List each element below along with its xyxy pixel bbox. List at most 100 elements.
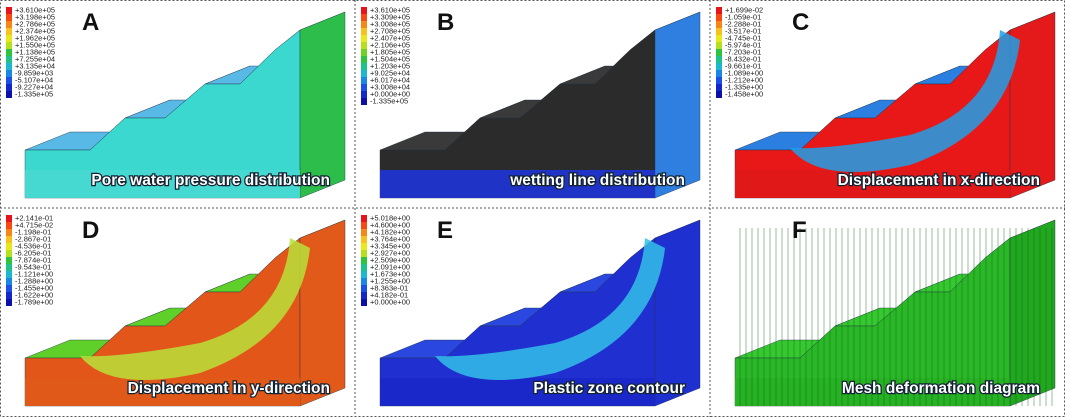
- legend-swatch: [361, 250, 367, 257]
- legend-label: -1.089e+00: [725, 68, 763, 77]
- legend-swatch: [361, 278, 367, 285]
- legend-label: +3.008e+05: [370, 19, 410, 28]
- legend-swatch: [6, 243, 12, 250]
- legend-swatch: [6, 77, 12, 84]
- panel-caption: Mesh deformation diagram: [842, 380, 1040, 397]
- legend-swatch: [6, 14, 12, 21]
- legend-label: -1.455e+00: [15, 283, 53, 292]
- legend-swatch: [361, 14, 367, 21]
- legend-swatch: [6, 250, 12, 257]
- panel-letter: A: [82, 9, 99, 36]
- panel-caption: Displacement in y-direction: [128, 380, 330, 397]
- legend-swatch: [361, 222, 367, 229]
- legend-swatch: [716, 49, 722, 56]
- legend-swatch: [361, 56, 367, 63]
- legend-label: -9.227e+04: [15, 82, 53, 91]
- legend-swatch: [361, 63, 367, 70]
- legend-label: -3.517e-01: [725, 26, 761, 35]
- legend-label: -1.212e+00: [725, 75, 763, 84]
- legend-swatch: [6, 285, 12, 292]
- legend-swatch: [361, 42, 367, 49]
- legend-label: +3.135e+04: [15, 61, 55, 70]
- legend-label: +1.550e+05: [15, 40, 55, 49]
- slope-base: [735, 170, 1010, 198]
- slope-right-face: [654, 219, 701, 407]
- legend-label: +1.805e+05: [370, 47, 410, 56]
- legend-swatch: [6, 215, 12, 222]
- slope-right-face: [1009, 11, 1056, 199]
- legend-label: +3.309e+05: [370, 12, 410, 21]
- legend-label: -7.874e-01: [15, 255, 51, 264]
- contour-zone: [80, 238, 310, 381]
- legend-swatch: [6, 222, 12, 229]
- legend-swatch: [361, 70, 367, 77]
- legend-swatch: [361, 271, 367, 278]
- slope-base: [380, 378, 655, 406]
- legend-swatch: [716, 84, 722, 91]
- legend-swatch: [361, 21, 367, 28]
- legend-label: +1.203e+05: [370, 61, 410, 70]
- legend-swatch: [6, 278, 12, 285]
- legend-label: -5.974e-01: [725, 40, 761, 49]
- legend-swatch: [6, 229, 12, 236]
- legend-swatch: [361, 7, 367, 14]
- legend-label: -8.432e-01: [725, 54, 761, 63]
- legend-swatch: [6, 42, 12, 49]
- legend-swatch: [716, 42, 722, 49]
- legend-swatch: [361, 77, 367, 84]
- legend-label: -1.335e+05: [15, 89, 53, 98]
- panel-letter: B: [437, 9, 454, 36]
- legend-label: +2.091e+00: [370, 262, 410, 271]
- legend-label: -4.536e-01: [15, 241, 51, 250]
- legend-label: -2.288e-01: [725, 19, 761, 28]
- legend-swatch: [6, 7, 12, 14]
- legend-label: -5.107e+04: [15, 75, 53, 84]
- legend-swatch: [361, 229, 367, 236]
- legend-label: -4.745e-01: [725, 33, 761, 42]
- legend-label: -1.789e+00: [15, 297, 53, 306]
- legend-label: -1.335e+05: [370, 96, 408, 105]
- slope-right-face: [654, 11, 701, 199]
- slope-base: [735, 378, 1010, 406]
- legend-swatch: [361, 236, 367, 243]
- panel-letter: F: [792, 217, 807, 244]
- legend-swatch: [361, 98, 367, 105]
- legend-label: +1.673e+00: [370, 269, 410, 278]
- legend-label: +5.018e+00: [370, 213, 410, 222]
- legend-label: +1.138e+05: [15, 47, 55, 56]
- legend-label: +0.000e+00: [370, 297, 410, 306]
- legend-swatch: [361, 28, 367, 35]
- legend-swatch: [6, 63, 12, 70]
- legend-swatch: [361, 264, 367, 271]
- legend-swatch: [6, 28, 12, 35]
- legend-label: -9.859e+03: [15, 68, 53, 77]
- legend-swatch: [716, 63, 722, 70]
- legend-swatch: [6, 21, 12, 28]
- legend-label: +2.407e+05: [370, 33, 410, 42]
- legend-label: +1.699e-02: [725, 5, 763, 14]
- legend-label: +8.363e-01: [370, 283, 408, 292]
- legend-swatch: [6, 91, 12, 98]
- legend-swatch: [716, 21, 722, 28]
- legend-label: +9.025e+04: [370, 68, 410, 77]
- legend-label: +4.715e-02: [15, 220, 53, 229]
- legend-swatch: [361, 257, 367, 264]
- legend-swatch: [716, 91, 722, 98]
- legend-swatch: [716, 70, 722, 77]
- legend-swatch: [361, 91, 367, 98]
- legend-swatch: [361, 292, 367, 299]
- slope-right-face: [1009, 219, 1056, 407]
- legend-label: +2.106e+05: [370, 40, 410, 49]
- panel-caption: Plastic zone contour: [533, 380, 685, 397]
- legend-label: +2.374e+05: [15, 26, 55, 35]
- legend-label: +2.786e+05: [15, 19, 55, 28]
- legend-swatch: [6, 264, 12, 271]
- panel: E Plastic zone contour +5.018e+00+4.600e+0…: [361, 213, 701, 407]
- slope-right-face: [299, 219, 346, 407]
- legend-swatch: [361, 84, 367, 91]
- legend-swatch: [716, 56, 722, 63]
- legend-swatch: [6, 271, 12, 278]
